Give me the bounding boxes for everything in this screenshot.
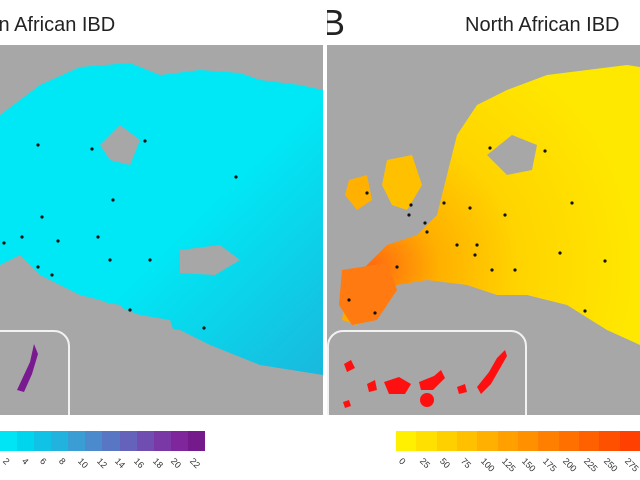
colorbar-tick-label: 16 bbox=[131, 456, 146, 471]
colorbar-tick-label: 250 bbox=[602, 456, 621, 474]
colorbar-tick-label: 225 bbox=[581, 456, 600, 474]
canary-islands-a bbox=[17, 344, 38, 392]
colorbar-swatch bbox=[578, 431, 600, 451]
colorbar-tick-label: 150 bbox=[520, 456, 538, 474]
colorbar-swatch bbox=[0, 431, 18, 451]
colorbar-tick-label: 0 bbox=[396, 456, 408, 467]
colorbar-swatch bbox=[119, 431, 137, 451]
colorbar-tick-label: 100 bbox=[479, 456, 497, 474]
british-isles-b bbox=[382, 155, 422, 210]
colorbar-swatch bbox=[558, 431, 579, 451]
colorbar-tick-label: 175 bbox=[540, 456, 559, 474]
colorbar-swatch bbox=[497, 431, 518, 451]
iberia-b bbox=[339, 263, 397, 325]
canary-islands-b bbox=[343, 350, 507, 408]
baltic-sea-a bbox=[100, 125, 140, 165]
colorbar-tick-label: 4 bbox=[19, 456, 31, 467]
colorbar-swatch bbox=[477, 431, 498, 451]
colorbar-swatch bbox=[102, 431, 120, 451]
panel-a: Saharan African IBD bbox=[0, 0, 323, 415]
colorbar-tick-label: 22 bbox=[187, 456, 203, 471]
mediterranean-b bbox=[397, 290, 577, 340]
colorbar-swatch bbox=[85, 431, 103, 451]
colorbar-b bbox=[396, 431, 640, 451]
colorbar-swatch bbox=[170, 431, 188, 451]
canary-islands-inset-b bbox=[327, 330, 527, 415]
colorbar-swatch bbox=[416, 431, 437, 451]
colorbar-a bbox=[0, 431, 205, 451]
colorbar-tick-label: 14 bbox=[113, 456, 128, 471]
panel-a-title-strip: Saharan African IBD bbox=[0, 0, 323, 45]
canary-islands-inset-a bbox=[0, 330, 70, 415]
colorbar-tick-label: 75 bbox=[458, 456, 473, 471]
colorbar-swatch bbox=[51, 431, 69, 451]
black-sea-a bbox=[180, 245, 240, 275]
panel-divider bbox=[323, 45, 327, 415]
colorbar-a-ticks: 2 4 6 8 10 12 14 16 18 20 22 bbox=[0, 456, 205, 480]
colorbar-tick-label: 18 bbox=[150, 456, 165, 471]
colorbar-swatch bbox=[619, 431, 640, 451]
colorbar-swatch bbox=[456, 431, 478, 451]
colorbar-swatch bbox=[436, 431, 457, 451]
colorbar-tick-label: 12 bbox=[94, 456, 109, 471]
panel-b-letter: B bbox=[327, 2, 346, 43]
land-area-b bbox=[342, 65, 640, 345]
baltic-sea-b bbox=[487, 135, 537, 175]
colorbar-tick-label: 275 bbox=[622, 456, 640, 474]
panel-a-title: Saharan African IBD bbox=[0, 14, 116, 36]
panel-b-title: North African IBD bbox=[465, 14, 620, 36]
colorbar-swatch bbox=[68, 431, 86, 451]
colorbar-swatch bbox=[396, 431, 417, 451]
colorbar-swatch bbox=[136, 431, 154, 451]
colorbar-tick-label: 20 bbox=[169, 456, 184, 471]
sample-points-a bbox=[2, 139, 238, 330]
sample-points-b bbox=[347, 146, 607, 315]
colorbar-tick-label: 6 bbox=[38, 456, 49, 467]
colorbar-swatch bbox=[153, 431, 171, 451]
colorbar-swatch bbox=[187, 431, 205, 451]
colorbar-swatch bbox=[34, 431, 52, 451]
colorbar-tick-label: 2 bbox=[0, 456, 12, 467]
colorbar-tick-label: 25 bbox=[417, 456, 432, 471]
mediterranean-a bbox=[0, 265, 175, 340]
colorbar-tick-label: 125 bbox=[499, 456, 518, 474]
colorbar-b-ticks: 0 25 50 75 100 125 150 175 200 225 250 275 bbox=[396, 456, 640, 480]
colorbar-swatch bbox=[517, 431, 539, 451]
colorbar-tick-label: 8 bbox=[57, 456, 68, 467]
colorbar-swatch bbox=[17, 431, 35, 451]
colorbar-tick-label: 200 bbox=[561, 456, 579, 474]
colorbar-swatch bbox=[599, 431, 620, 451]
scandinavia-a bbox=[60, 85, 130, 160]
ireland-b bbox=[345, 175, 372, 210]
europe-map-b bbox=[339, 65, 640, 345]
europe-map-a bbox=[0, 63, 323, 375]
colorbar-tick-label: 50 bbox=[438, 456, 453, 471]
colorbar-swatch bbox=[538, 431, 559, 451]
colorbar-tick-label: 10 bbox=[75, 456, 90, 471]
panel-b-title-strip: B North African IBD bbox=[327, 0, 640, 45]
panel-b: B North African IBD bbox=[327, 0, 640, 415]
